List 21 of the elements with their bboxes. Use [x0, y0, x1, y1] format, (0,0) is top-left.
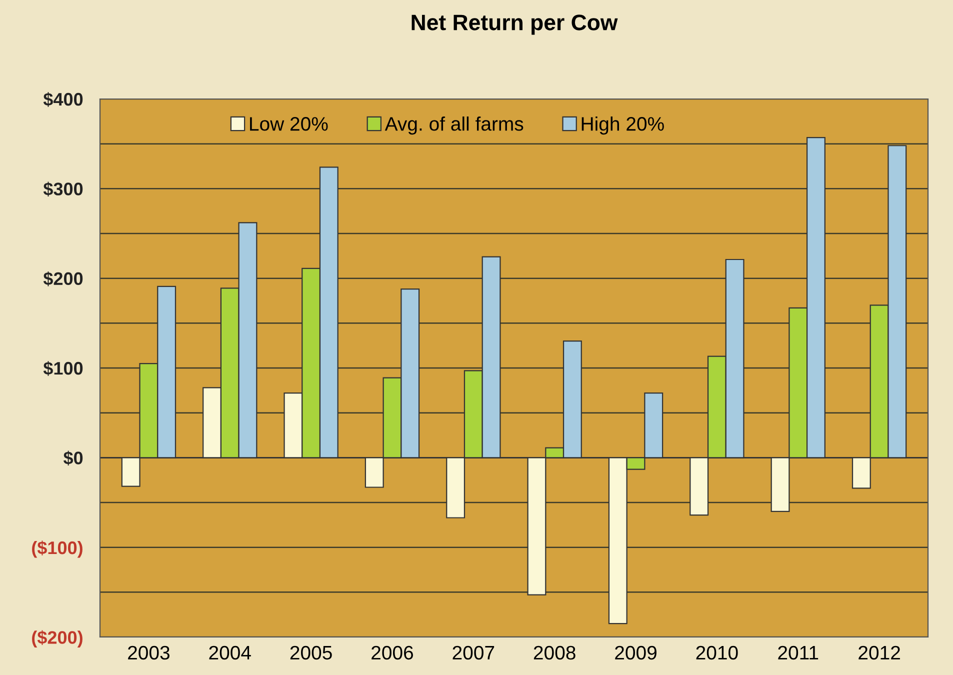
x-tick-label: 2009	[615, 646, 656, 660]
y-tick-label: $300	[43, 182, 83, 197]
y-tick-label: $400	[43, 92, 83, 107]
x-tick-label: 2011	[778, 646, 818, 660]
legend-label: Low 20%	[250, 117, 328, 131]
legend-label: High 20%	[582, 116, 664, 135]
chart-title: Net Return per Cow	[412, 14, 618, 35]
x-tick-label: 2003	[128, 646, 170, 660]
x-tick-label: 2010	[696, 646, 738, 660]
y-tick-label: $100	[43, 361, 83, 376]
x-tick-label: 2006	[372, 646, 414, 660]
y-tick-label: $0	[63, 450, 83, 466]
y-tick-label: ($100)	[32, 540, 82, 558]
x-tick-label: 2004	[209, 646, 251, 660]
y-tick-label: $200	[43, 271, 83, 286]
legend-label: Avg. of all farms	[384, 116, 524, 135]
x-tick-label: 2012	[858, 646, 900, 660]
y-tick-label: ($200)	[32, 630, 82, 648]
x-tick-label: 2005	[290, 646, 332, 660]
x-tick-label: 2007	[452, 646, 494, 660]
x-tick-label: 2008	[534, 646, 576, 660]
